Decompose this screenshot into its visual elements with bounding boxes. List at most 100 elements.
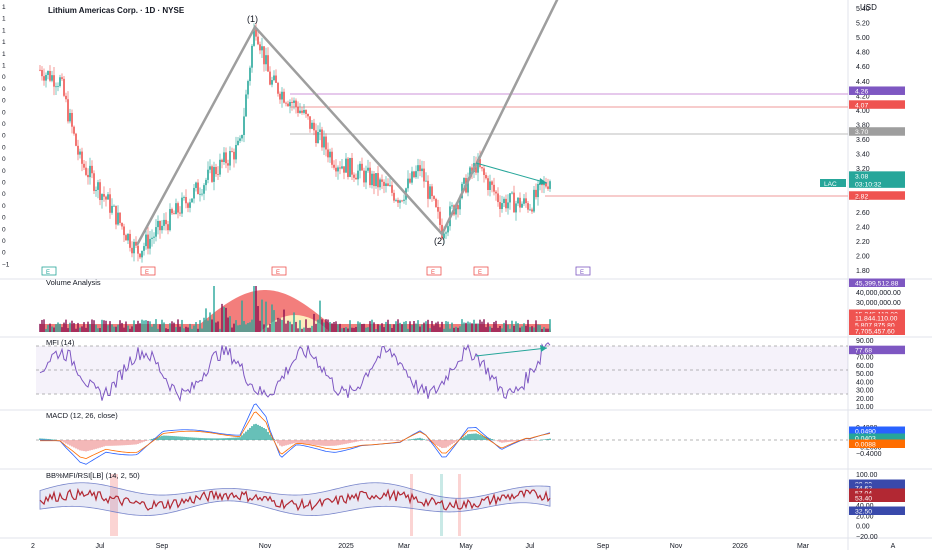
macd-histogram-bar (177, 436, 179, 440)
volume-bar (299, 320, 301, 332)
volume-bar (231, 327, 233, 332)
candle-body (179, 212, 181, 214)
candle-body (43, 76, 45, 81)
mfi-tick-label: 40.00 (856, 379, 874, 386)
volume-bar (405, 321, 407, 332)
candle-body (411, 171, 413, 183)
volume-bar (241, 300, 243, 332)
candle-body (239, 138, 241, 141)
volume-bar (55, 324, 57, 332)
candle-body (323, 136, 325, 148)
candle-body (495, 191, 497, 194)
bbmfi-line (39, 487, 551, 512)
candle-body (365, 170, 367, 183)
price-tick-label: 1.80 (856, 268, 870, 275)
macd-histogram-bar (219, 438, 221, 440)
volume-bar (481, 321, 483, 332)
value-badge (849, 483, 905, 492)
macd-histogram-bar (327, 440, 329, 446)
candle-body (477, 158, 479, 173)
candle-body (347, 158, 349, 177)
macd-histogram-bar (535, 440, 537, 441)
candle-body (65, 95, 67, 100)
volume-bar (541, 328, 543, 332)
candle-body (139, 253, 141, 258)
macd-title: MACD (12, 26, close) (46, 411, 118, 420)
volume-bar (123, 327, 125, 332)
volume-bar (305, 319, 307, 332)
macd-histogram-bar (147, 440, 149, 441)
macd-signal-line (39, 411, 551, 460)
price-axis[interactable]: 5.40 5.20 5.00 4.80 4.60 4.40 4.20 4.00 3.80 3.60… (856, 6, 901, 541)
candle-body (331, 151, 333, 165)
macd-histogram-bar (301, 440, 303, 444)
volume-bar (317, 319, 319, 332)
macd-histogram-bar (195, 437, 197, 440)
volume-bar (161, 319, 163, 332)
candle-body (167, 224, 169, 231)
volume-bar (413, 321, 415, 332)
macd-histogram-bar (139, 440, 141, 444)
candle-body (217, 174, 219, 175)
volume-bar (167, 328, 169, 332)
macd-histogram-bar (495, 440, 497, 441)
volume-bar (443, 328, 445, 332)
macd-histogram-bar (205, 438, 207, 440)
candle-body (245, 94, 247, 117)
volume-bar (441, 321, 443, 332)
volume-bar (233, 323, 235, 332)
candle-body (287, 103, 289, 107)
volume-bar (115, 326, 117, 332)
candle-body (59, 77, 61, 87)
macd-histogram-bar (203, 438, 205, 440)
candle-body (475, 162, 477, 173)
macd-histogram-bar (483, 436, 485, 440)
candle-body (393, 192, 395, 201)
left-axis-tick: 1 (2, 63, 6, 70)
macd-histogram-bar (241, 435, 243, 440)
volume-bar (489, 326, 491, 332)
elliott-wave-path[interactable] (135, 0, 560, 246)
macd-histogram-bar (287, 440, 289, 445)
time-axis-label: May (459, 543, 473, 550)
macd-histogram-bar (481, 435, 483, 440)
candle-body (517, 197, 519, 204)
time-axis[interactable]: 2 Jul Sep Nov 2025 Mar May Jul Sep Nov 2026 Mar A (31, 543, 896, 550)
macd-histogram-bar (453, 440, 455, 443)
macd-histogram-bar (433, 440, 435, 445)
candle-body (429, 186, 431, 199)
macd-histogram-bar (207, 438, 209, 440)
candle-body (53, 75, 55, 87)
volume-bar (209, 312, 211, 332)
candle-body (341, 166, 343, 169)
volume-bar (197, 328, 199, 332)
left-axis-tick: 0 (2, 238, 6, 245)
mfi-divergence-arrow[interactable] (475, 347, 548, 357)
candle-body (259, 44, 261, 51)
volume-bar (351, 327, 353, 332)
candle-body (261, 46, 263, 51)
macd-histogram-bar (149, 439, 151, 441)
candle-body (329, 151, 331, 158)
time-axis-label: Nov (259, 543, 272, 550)
candle-body (223, 152, 225, 163)
volume-bar (87, 321, 89, 332)
macd-histogram-bar (517, 440, 519, 442)
candle-body (171, 209, 173, 214)
mfi-panel (39, 342, 551, 402)
lac-tag: LAC (824, 181, 837, 188)
candle-body (51, 75, 53, 81)
candle-body (415, 171, 417, 178)
price-tick-label: 2.20 (856, 239, 870, 246)
price-divergence-arrow[interactable] (475, 162, 548, 184)
event-markers[interactable]: E E E E E E (41, 266, 591, 276)
event-marker-label: E (276, 270, 280, 276)
time-axis-label: 2026 (732, 543, 748, 550)
volume-bar (321, 319, 323, 332)
left-axis-tick: 1 (2, 16, 6, 23)
candle-body (115, 205, 117, 225)
price-tick-label: 2.40 (856, 224, 870, 231)
volume-bar (249, 322, 251, 332)
price-tick-label: 3.60 (856, 137, 870, 144)
